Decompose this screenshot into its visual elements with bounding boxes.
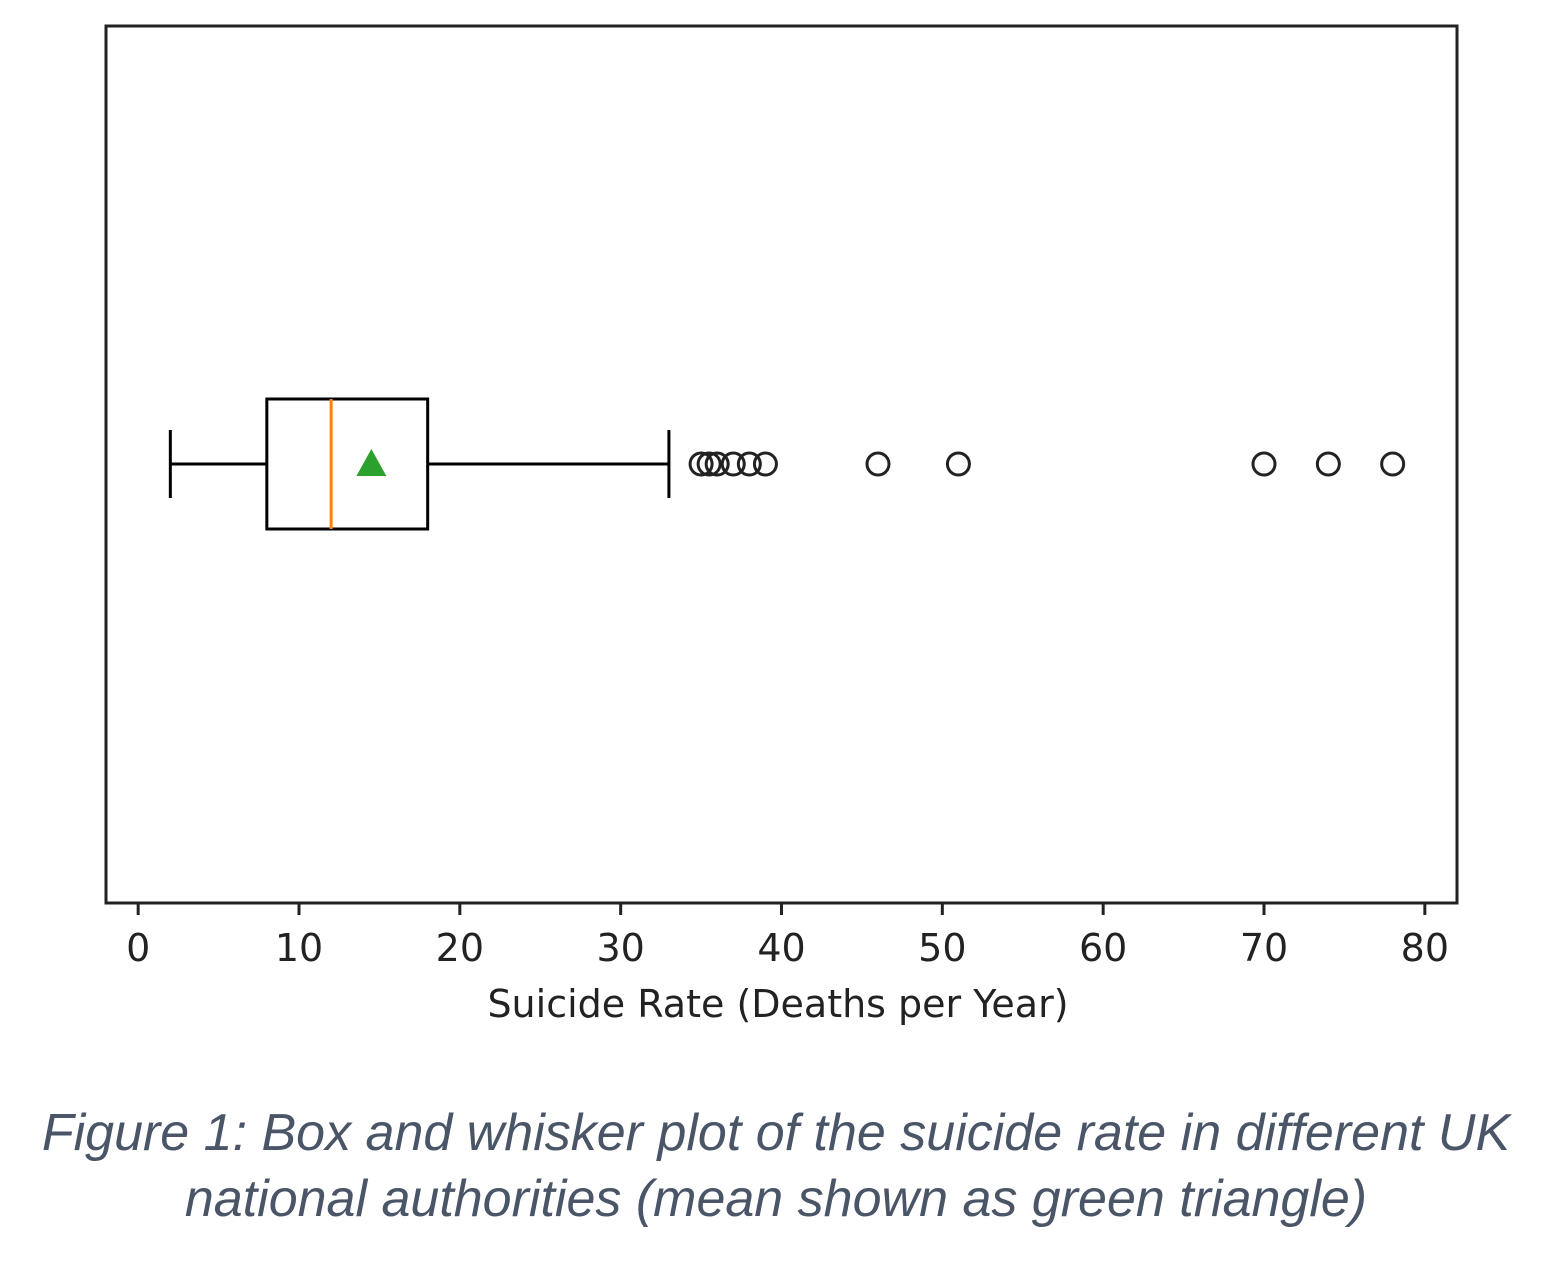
box-group <box>168 397 671 531</box>
x-axis-ticks: 0 10 20 30 40 50 60 70 80 <box>126 903 1449 970</box>
x-tick-label: 0 <box>126 926 150 970</box>
x-tick-label: 30 <box>596 926 644 970</box>
x-tick-label: 40 <box>757 926 805 970</box>
outlier-point <box>752 451 778 477</box>
caption-line-2: national authorities (mean shown as gree… <box>184 1170 1368 1228</box>
outlier-point <box>1315 451 1341 477</box>
outlier-point <box>865 451 891 477</box>
outlier-point <box>1380 451 1406 477</box>
outlier-point <box>688 451 714 477</box>
figure-caption: Figure 1: Box and whisker plot of the su… <box>40 1100 1512 1232</box>
box-plot-chart: 0 10 20 30 40 50 60 70 80 Suicide Rate (Deaths p… <box>104 24 1459 1026</box>
x-tick-label: 60 <box>1079 926 1127 970</box>
caption-line-1: Figure 1: Box and whisker plot of the su… <box>41 1104 1511 1162</box>
outlier-point <box>736 451 762 477</box>
outlier-point <box>696 451 722 477</box>
outlier-point <box>704 451 730 477</box>
x-axis-label: Suicide Rate (Deaths per Year) <box>487 982 1068 1026</box>
iqr-box <box>265 397 430 531</box>
x-tick-label: 50 <box>918 926 966 970</box>
x-tick-label: 20 <box>436 926 484 970</box>
outlier-point <box>1251 451 1277 477</box>
mean-marker <box>356 449 387 476</box>
x-tick-label: 80 <box>1401 926 1449 970</box>
outlier-point <box>720 451 746 477</box>
x-tick-label: 10 <box>275 926 323 970</box>
x-tick-label: 70 <box>1240 926 1288 970</box>
outlier-point <box>945 451 971 477</box>
outliers-group <box>688 451 1406 477</box>
